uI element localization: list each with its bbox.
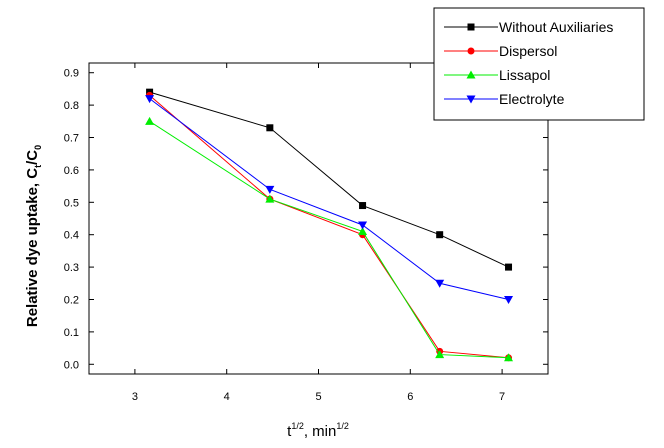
data-point: [504, 295, 514, 304]
y-tick-label: 0.3: [64, 262, 79, 274]
data-point: [504, 353, 514, 362]
data-point: [505, 263, 513, 271]
data-point: [358, 226, 368, 235]
data-point: [265, 185, 275, 194]
x-axis-title-main: t: [287, 423, 292, 440]
series-2: [146, 91, 513, 362]
data-point: [435, 350, 445, 359]
y-tick-label: 0.7: [64, 133, 79, 145]
series-layer: [145, 88, 514, 362]
legend-item: Without Auxiliaries: [444, 19, 613, 35]
legend-label: Lissapol: [499, 67, 550, 83]
series-line: [149, 95, 509, 359]
y-axis-title-sub2: 0: [33, 145, 43, 150]
legend-label: Electrolyte: [499, 91, 565, 107]
legend-item: Electrolyte: [444, 91, 565, 107]
series-4: [145, 95, 514, 304]
series-line: [149, 98, 509, 300]
legend-item: Lissapol: [444, 67, 550, 83]
x-tick-label: 4: [224, 391, 230, 403]
x-tick-label: 6: [407, 391, 413, 403]
legend-item: Dispersol: [444, 43, 557, 59]
legend-marker: [467, 23, 475, 31]
y-tick-label: 0.1: [64, 327, 79, 339]
y-axis-title-sub: t: [33, 165, 43, 168]
x-axis-title-mid: , min: [304, 423, 337, 440]
data-point: [145, 95, 155, 104]
x-tick-label: 5: [315, 391, 321, 403]
y-tick-label: 0.8: [64, 100, 79, 112]
data-point: [436, 231, 444, 239]
y-tick-label: 0.6: [64, 165, 79, 177]
legend: Without Auxiliaries Dispersol Lissapol Elec…: [433, 7, 645, 121]
y-axis-title: Relative dye uptake, Ct/C0: [24, 145, 43, 327]
x-axis-title: t1/2, min1/2: [287, 421, 349, 440]
y-tick-label: 0.9: [64, 68, 79, 80]
legend-marker: [466, 95, 476, 104]
data-point: [359, 202, 367, 210]
legend-marker: [467, 47, 475, 55]
y-axis-title-mid: /C: [24, 150, 41, 165]
legend-label: Dispersol: [499, 43, 557, 59]
x-axis-title-sup: 1/2: [291, 421, 304, 431]
x-axis-title-sup2: 1/2: [336, 421, 349, 431]
series-3: [145, 116, 514, 362]
x-tick-label: 3: [132, 391, 138, 403]
data-point: [435, 279, 445, 288]
y-tick-label: 0.5: [64, 197, 79, 209]
y-tick-label: 0.4: [64, 230, 79, 242]
y-axis-title-main: Relative dye uptake, C: [24, 168, 41, 327]
data-point: [358, 221, 368, 230]
y-tick-label: 0.0: [64, 359, 79, 371]
data-point: [266, 124, 274, 132]
legend-marker: [466, 70, 476, 79]
x-tick-label: 7: [499, 391, 505, 403]
data-point: [265, 194, 275, 203]
data-point: [145, 116, 155, 125]
series-line: [149, 120, 509, 359]
y-tick-label: 0.2: [64, 294, 79, 306]
legend-label: Without Auxiliaries: [499, 19, 613, 35]
